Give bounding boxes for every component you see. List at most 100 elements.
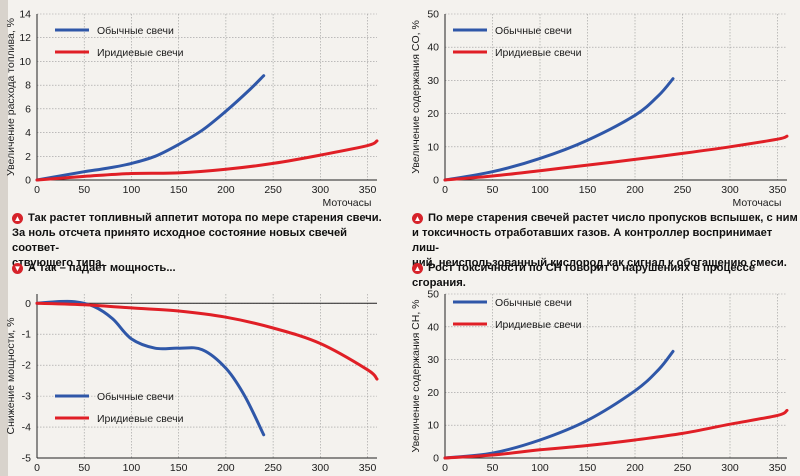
caption-fuel-line3: ствующего типа.: [12, 257, 105, 269]
x-tick-label: 50: [78, 462, 90, 474]
x-tick-label: 150: [579, 184, 597, 196]
y-tick-label: -3: [22, 391, 31, 403]
x-tick-label: 350: [769, 462, 787, 474]
series-line-regular: [443, 77, 675, 182]
x-tick-label: 50: [487, 462, 499, 474]
y-tick-label: 30: [427, 75, 439, 87]
caption-co-line3: ний, неиспользованный кислород как сигна…: [412, 257, 787, 269]
x-tick-label: 100: [123, 184, 141, 196]
y-tick-label: 6: [25, 103, 31, 115]
chart-ch: 01020304050050100150200250300350Моточасы…: [405, 280, 800, 476]
chart-fuel: 0 2 4 6 8 10 12 14 0 50 100 150 200 250 300 350 Моточасы…: [0, 0, 390, 209]
series-line-iridium: [443, 408, 789, 460]
x-tick-label: 300: [721, 462, 739, 474]
x-tick-label: 300: [312, 462, 330, 474]
x-tick-label: 100: [531, 462, 549, 474]
x-tick-label: 350: [359, 462, 377, 474]
y-tick-label: -4: [22, 422, 31, 434]
caption-arrow-icon: ▲: [12, 213, 23, 224]
caption-arrow-icon: ▲: [412, 263, 423, 274]
y-tick-label: 8: [25, 80, 31, 92]
series-line-regular: [443, 349, 675, 460]
caption-co-line1: По мере старения свечей растет число про…: [428, 212, 798, 224]
x-tick-label: 200: [217, 184, 235, 196]
x-axis-label: Моточасы: [323, 197, 372, 209]
x-tick-label: 250: [264, 462, 282, 474]
x-tick-label: 350: [769, 184, 787, 196]
y-tick-label: 10: [19, 56, 31, 68]
caption-power: ▼ А так – падает мощность...: [12, 261, 397, 276]
y-tick-label: 0: [433, 453, 439, 465]
caption-co-line2: и токсичность отработавших газов. А конт…: [412, 227, 773, 254]
caption-co: ▲ По мере старения свечей растет число пр…: [412, 211, 800, 271]
caption-arrow-icon: ▼: [12, 263, 23, 274]
legend-label-regular: Обычные свечи: [495, 297, 572, 309]
y-tick-label: -1: [22, 329, 31, 341]
y-tick-label: -5: [22, 453, 31, 465]
gridlines: [444, 13, 787, 181]
y-tick-label: 0: [433, 175, 439, 187]
y-tick-label: 2: [25, 151, 31, 163]
series-line-iridium: [35, 301, 379, 381]
legend-label-regular: Обычные свечи: [97, 391, 174, 403]
x-tick-label: 350: [359, 184, 377, 196]
y-axis-label: Увеличение расхода топлива, %: [5, 18, 17, 176]
x-tick-label: 150: [579, 462, 597, 474]
page-edge-strip: [0, 0, 8, 476]
y-tick-label: 0: [25, 175, 31, 187]
x-tick-label: 150: [170, 184, 188, 196]
x-tick-label: 150: [170, 462, 188, 474]
chart-co: 0 10 20 30 40 50 0 50 100 150 200 250 300 350 Моточасы…: [405, 0, 800, 209]
x-tick-label: 200: [626, 184, 644, 196]
series-line-regular: [35, 74, 266, 182]
x-tick-label: 200: [217, 462, 235, 474]
legend-label-iridium: Иридиевые свечи: [97, 413, 184, 425]
legend-label-iridium: Иридиевые свечи: [97, 47, 184, 59]
legend-label-regular: Обычные свечи: [97, 25, 174, 37]
caption-fuel-line1: Так растет топливный аппетит мотора по м…: [28, 212, 382, 224]
x-tick-label: 100: [123, 462, 141, 474]
gridlines: [36, 294, 377, 459]
x-tick-label: 100: [531, 184, 549, 196]
x-tick-label: 0: [34, 184, 40, 196]
x-tick-label: 250: [264, 184, 282, 196]
x-tick-label: 50: [78, 184, 90, 196]
y-tick-label: 0: [25, 298, 31, 310]
y-axis-label: Увеличение содержания CH, %: [410, 299, 422, 452]
y-tick-label: 50: [427, 289, 439, 301]
x-tick-label: 0: [442, 184, 448, 196]
y-tick-label: 40: [427, 42, 439, 54]
y-tick-label: 20: [427, 108, 439, 120]
series-line-iridium: [35, 139, 379, 182]
y-tick-label: 50: [427, 9, 439, 21]
chart-power: 0-1-2-3-4-5050100150200250300350Моточасы…: [0, 280, 390, 476]
legend-label-iridium: Иридиевые свечи: [495, 47, 582, 59]
caption-fuel-line2: За ноль отсчета принято исходное состоян…: [12, 227, 348, 254]
y-tick-label: 10: [427, 420, 439, 432]
y-tick-label: 10: [427, 141, 439, 153]
y-tick-label: 4: [25, 127, 31, 139]
caption-fuel: ▲ Так растет топливный аппетит мотора по …: [12, 211, 397, 271]
series-line-regular: [35, 299, 266, 437]
caption-arrow-icon: ▲: [412, 213, 423, 224]
y-tick-label: 20: [427, 387, 439, 399]
x-tick-label: 0: [34, 462, 40, 474]
chart-ch-svg: 01020304050050100150200250300350Моточасы…: [410, 289, 789, 476]
y-tick-label: 30: [427, 354, 439, 366]
legend-label-iridium: Иридиевые свечи: [495, 319, 582, 331]
x-tick-label: 300: [721, 184, 739, 196]
x-tick-label: 250: [674, 184, 692, 196]
x-tick-label: 200: [626, 462, 644, 474]
y-tick-label: 40: [427, 321, 439, 333]
caption-ch-line1: Рост токсичности по CH говорит о нарушен…: [412, 262, 756, 289]
y-axis-label: Увеличение содержания CO, %: [410, 20, 422, 174]
caption-ch: ▲ Рост токсичности по CH говорит о наруше…: [412, 261, 800, 291]
x-tick-label: 0: [442, 462, 448, 474]
y-axis-label: Снижение мощности, %: [5, 318, 17, 435]
legend-label-regular: Обычные свечи: [495, 25, 572, 37]
x-tick-label: 300: [312, 184, 330, 196]
chart-co-svg: 0 10 20 30 40 50 0 50 100 150 200 250 300 350Моточасы…: [410, 9, 789, 209]
chart-power-svg: 0-1-2-3-4-5050100150200250300350Моточасы…: [5, 294, 379, 476]
y-tick-label: 12: [19, 32, 31, 44]
x-tick-label: 250: [674, 462, 692, 474]
